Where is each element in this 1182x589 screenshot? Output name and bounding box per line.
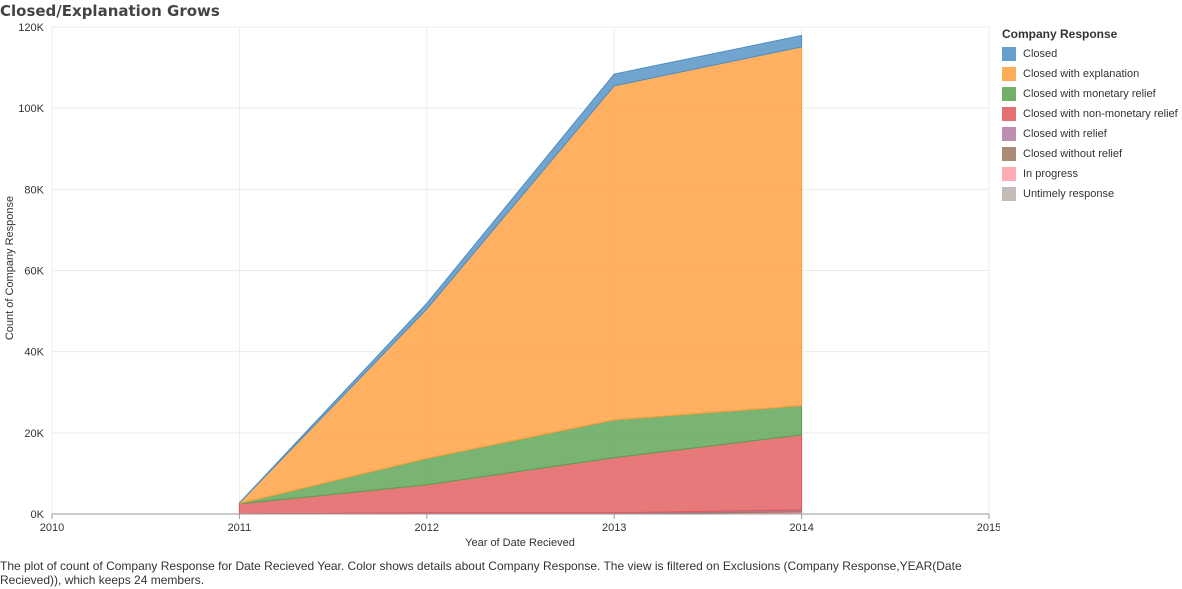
x-tick-label: 2015	[977, 522, 1000, 534]
x-tick-label: 2011	[228, 522, 252, 534]
y-tick-label: 60K	[24, 266, 44, 278]
legend-swatch	[1002, 107, 1016, 121]
y-tick-label: 40K	[24, 347, 44, 359]
area-chart: 0K 20K 40K 60K 80K 100K 120K 2010 2011 2012 2013 20…	[4, 22, 1000, 549]
legend-label: In progress	[1023, 168, 1079, 180]
legend-swatch	[1002, 147, 1016, 161]
legend-label: Closed with explanation	[1023, 68, 1140, 80]
y-tick-label: 0K	[31, 509, 45, 521]
legend-item-closed-with-explanation[interactable]: Closed with explanation	[1002, 64, 1180, 84]
y-axis-label: Count of Company Response	[4, 196, 16, 340]
legend-items: Closed Closed with explanation Closed with…	[1002, 44, 1180, 204]
y-tick-label: 100K	[18, 103, 44, 115]
chart-caption: The plot of count of Company Response fo…	[0, 559, 962, 587]
legend-label: Closed with monetary relief	[1023, 88, 1156, 100]
legend-title: Company Response	[1002, 27, 1118, 41]
area-closed[interactable]	[238, 35, 803, 504]
y-tick-label: 120K	[18, 22, 44, 34]
axes: 0K 20K 40K 60K 80K 100K 120K 2010 2011 2012 2013 20…	[18, 22, 1000, 534]
legend-swatch	[1002, 67, 1016, 81]
x-tick-label: 2010	[40, 522, 64, 534]
x-tick-label: 2012	[415, 522, 439, 534]
x-tick-label: 2013	[602, 522, 626, 534]
legend-item-closed-with-monetary-relief[interactable]: Closed with monetary relief	[1002, 84, 1180, 104]
legend-label: Closed without relief	[1023, 148, 1123, 160]
x-tick-label: 2014	[789, 522, 813, 534]
legend-item-closed-with-non-monetary-relief[interactable]: Closed with non-monetary relief	[1002, 104, 1180, 124]
legend-label: Closed	[1023, 48, 1058, 60]
chart-title: Closed/Explanation Grows	[0, 2, 220, 20]
x-axis-label: Year of Date Recieved	[465, 537, 575, 549]
legend-label: Closed with relief	[1023, 128, 1107, 140]
legend-swatch	[1002, 87, 1016, 101]
y-tick-label: 20K	[24, 428, 44, 440]
legend-swatch	[1002, 47, 1016, 61]
legend-swatch	[1002, 167, 1016, 181]
legend-label: Closed with non-monetary relief	[1023, 108, 1178, 120]
stacked-areas	[238, 35, 803, 515]
legend-item-closed-with-relief[interactable]: Closed with relief	[1002, 124, 1180, 144]
legend-swatch	[1002, 187, 1016, 201]
legend-item-closed-without-relief[interactable]: Closed without relief	[1002, 144, 1180, 164]
legend-label: Untimely response	[1023, 188, 1115, 200]
legend-item-in-progress[interactable]: In progress	[1002, 164, 1180, 184]
y-tick-label: 80K	[24, 184, 44, 196]
legend-swatch	[1002, 127, 1016, 141]
legend-item-closed[interactable]: Closed	[1002, 44, 1180, 64]
legend-item-untimely-response[interactable]: Untimely response	[1002, 184, 1180, 204]
legend: Company Response Closed Closed with expla…	[1002, 27, 1180, 204]
